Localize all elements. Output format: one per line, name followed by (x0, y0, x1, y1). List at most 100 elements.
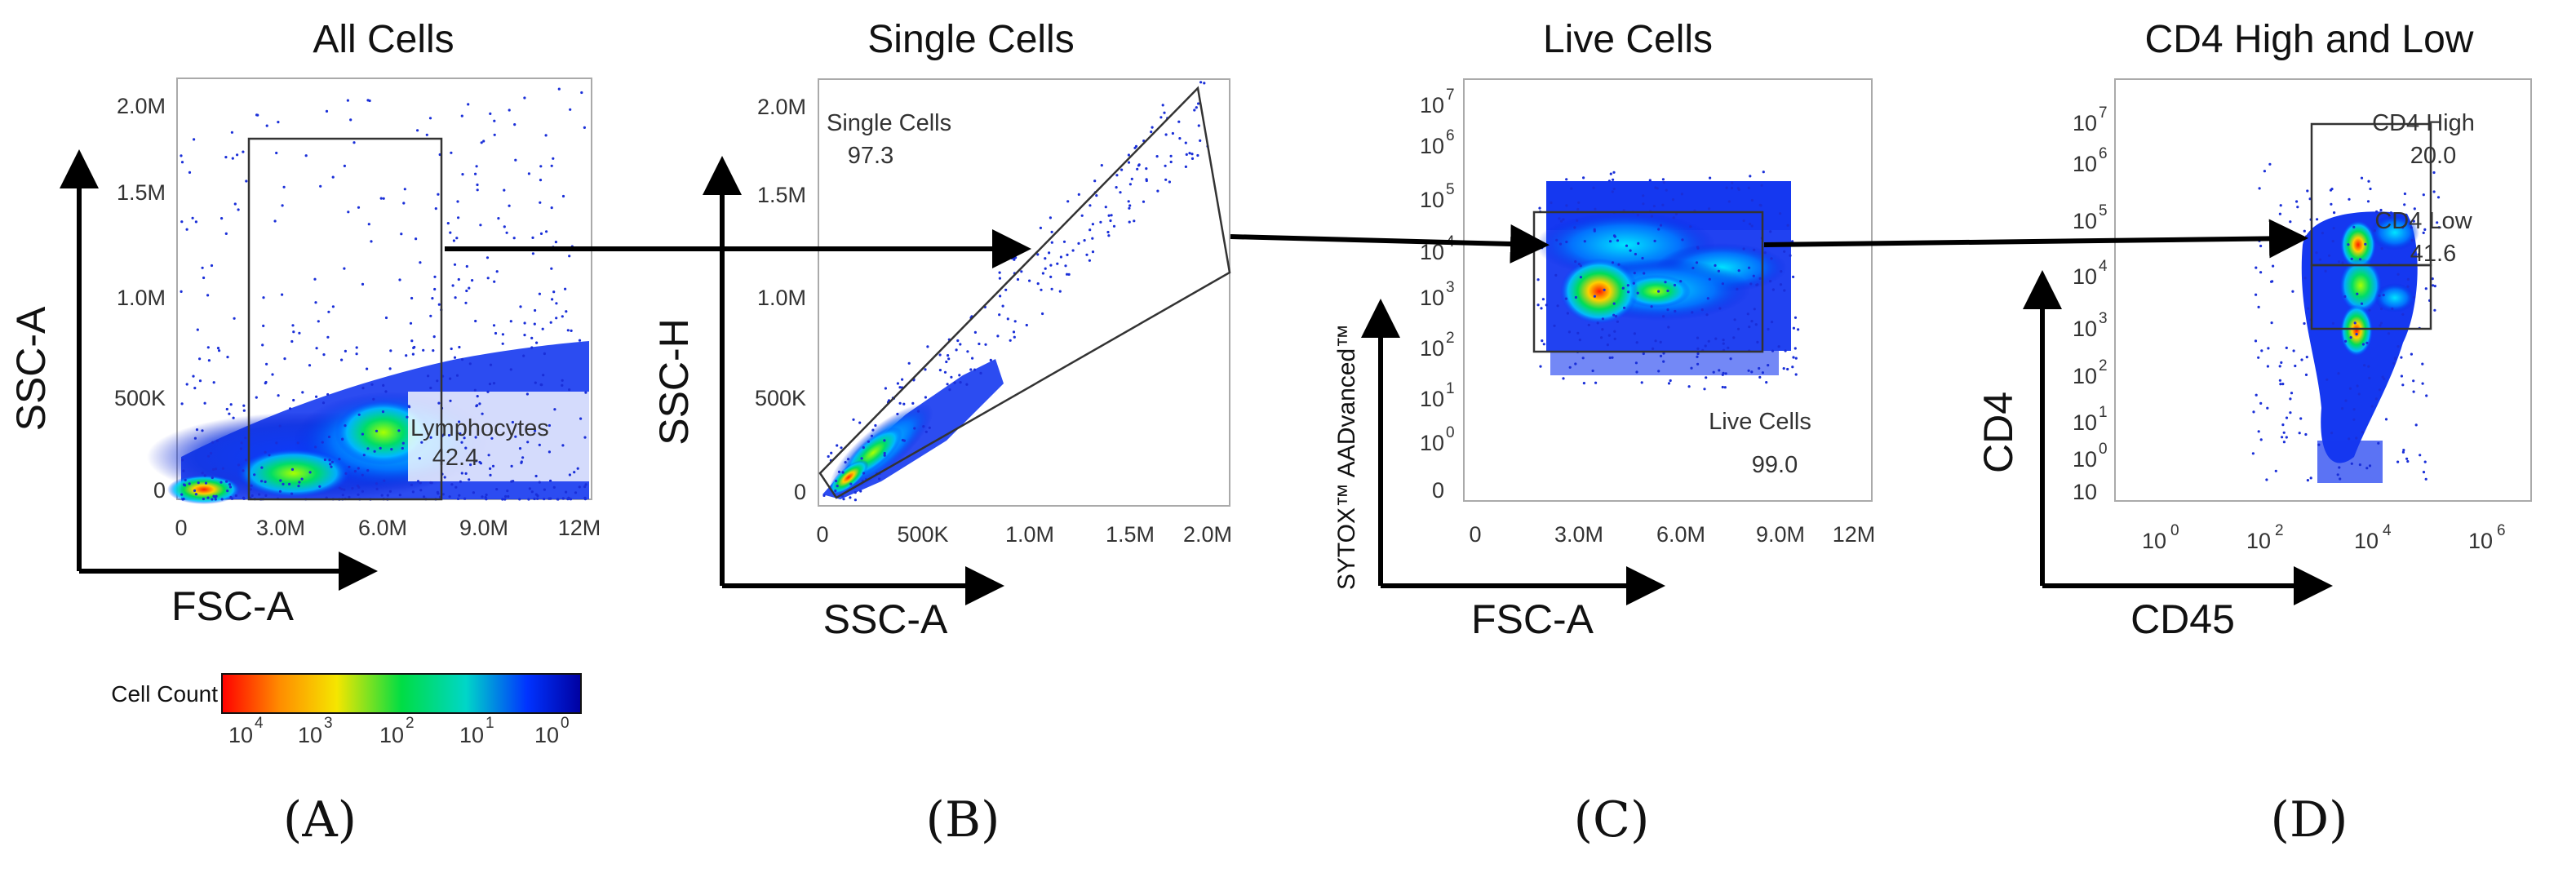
event-dot (2361, 343, 2365, 346)
panel-b-gate-name: Single Cells (827, 110, 951, 136)
event-dot (584, 391, 587, 394)
event-dot (458, 494, 461, 497)
event-dot (290, 468, 295, 472)
event-dot (583, 485, 587, 489)
panel-d-x-tick: 10 (2468, 529, 2493, 553)
event-dot (290, 339, 294, 343)
event-dot (535, 341, 539, 344)
event-dot (969, 368, 973, 371)
panel-d-x-tick: 10 (2246, 529, 2271, 553)
event-dot (2410, 226, 2413, 229)
event-dot (1783, 250, 1786, 253)
event-dot (253, 473, 256, 476)
event-dot (1722, 342, 1725, 345)
event-dot (291, 324, 295, 327)
event-dot (348, 465, 351, 469)
event-dot (441, 493, 445, 496)
event-dot (998, 277, 1001, 280)
event-dot (242, 497, 246, 500)
event-dot (1120, 168, 1124, 171)
event-dot (1611, 261, 1615, 264)
event-dot (1091, 250, 1095, 254)
event-dot (1164, 164, 1167, 167)
event-dot (487, 454, 490, 457)
event-dot (973, 330, 977, 334)
event-dot (561, 444, 565, 447)
event-dot (1197, 124, 1200, 127)
event-dot (221, 467, 224, 470)
event-dot (229, 495, 233, 499)
event-dot (870, 434, 874, 437)
event-dot (304, 154, 308, 157)
event-dot (226, 356, 229, 359)
event-dot (2328, 254, 2331, 257)
event-dot (292, 330, 295, 334)
event-dot (561, 315, 564, 318)
event-dot (297, 485, 300, 488)
event-dot (443, 476, 446, 479)
event-dot (1642, 202, 1645, 206)
event-dot (2353, 321, 2357, 325)
event-dot (1640, 381, 1643, 384)
event-dot (449, 399, 452, 402)
event-dot (408, 405, 411, 409)
event-dot (366, 447, 370, 450)
event-dot (550, 164, 553, 167)
event-dot (2433, 285, 2436, 288)
event-dot (543, 498, 546, 501)
event-dot (209, 451, 213, 455)
event-dot (2285, 346, 2288, 349)
event-dot (1789, 254, 1792, 257)
event-dot (372, 397, 375, 401)
event-dot (553, 408, 556, 411)
event-dot (2330, 432, 2334, 435)
event-dot (2422, 471, 2426, 474)
event-dot (1613, 330, 1616, 333)
event-dot (1128, 220, 1131, 224)
event-dot (1592, 186, 1595, 189)
event-dot (2279, 383, 2282, 386)
event-dot (2424, 287, 2427, 290)
event-dot (465, 289, 468, 293)
event-dot (375, 487, 379, 490)
event-dot (463, 436, 466, 440)
panel-c-title: Live Cells (1543, 18, 1713, 61)
event-dot (215, 439, 219, 442)
event-dot (1088, 204, 1092, 207)
event-dot (2300, 358, 2303, 361)
event-dot (2361, 431, 2364, 434)
event-dot (410, 296, 414, 300)
panel-b-x-tick: 1.5M (1106, 522, 1155, 547)
panel-c-y-tick: 10 (1420, 93, 1444, 117)
event-dot (2352, 418, 2356, 421)
event-dot (361, 282, 365, 286)
event-dot (2296, 206, 2299, 209)
event-dot (432, 335, 436, 339)
event-dot (242, 404, 246, 407)
event-dot (1671, 198, 1675, 202)
event-dot (348, 495, 351, 499)
event-dot (228, 412, 231, 415)
panel-c: Live Cells Live Cells 99.0 10 7 10 6 10 … (1333, 18, 1875, 849)
event-dot (1612, 187, 1616, 191)
panel-c-y-tick: 10 (1420, 134, 1444, 158)
event-dot (1667, 326, 1670, 329)
event-dot (849, 482, 853, 485)
event-dot (836, 444, 839, 447)
panel-d-y-ticks: 10 7 10 6 10 5 10 4 10 3 10 2 10 1 10 0 … (2073, 104, 2108, 504)
event-dot (1709, 176, 1712, 179)
event-dot (475, 405, 478, 408)
event-dot (325, 109, 329, 113)
event-dot (447, 433, 451, 437)
event-dot (1541, 298, 1545, 301)
panel-c-label: (C) (1574, 791, 1650, 849)
event-dot (474, 172, 477, 175)
event-dot (460, 441, 463, 444)
event-dot (355, 352, 358, 356)
event-dot (998, 271, 1001, 274)
event-dot (1661, 203, 1665, 206)
event-dot (1769, 230, 1772, 233)
panel-c-gate-name: Live Cells (1709, 409, 1811, 435)
event-dot (2412, 390, 2415, 393)
event-dot (1016, 277, 1020, 281)
